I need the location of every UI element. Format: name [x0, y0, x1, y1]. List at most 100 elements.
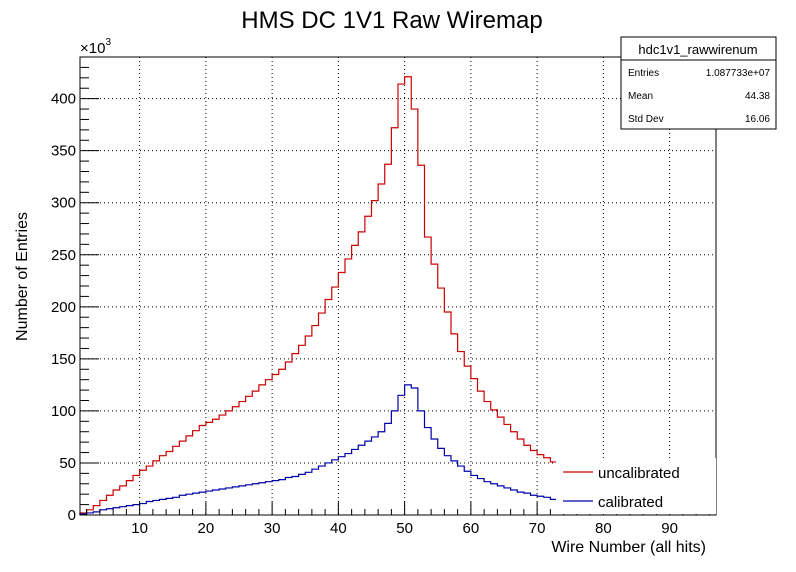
histogram-bin: [444, 312, 451, 515]
histogram-bin: [544, 497, 551, 515]
histogram-bin: [352, 245, 359, 515]
histogram-bin: [378, 184, 385, 515]
histogram-bin: [153, 461, 160, 515]
histogram-bin: [199, 425, 206, 515]
histogram-bin: [444, 456, 451, 515]
histogram-bin: [484, 482, 491, 515]
histogram-bin: [537, 496, 544, 515]
histogram-bin: [524, 493, 531, 515]
histogram-bin: [186, 494, 193, 515]
y-axis: 0 50 100 150 200 250 300 350 400: [51, 66, 99, 524]
y-tick-label: 50: [59, 455, 76, 472]
histogram-bin: [232, 487, 239, 515]
legend-label-uncalibrated: uncalibrated: [598, 465, 680, 482]
histogram-bin: [464, 366, 471, 515]
histogram-bin: [425, 428, 432, 515]
histogram-bin: [272, 374, 279, 515]
histogram-bin: [206, 422, 213, 515]
histogram-bin: [411, 388, 418, 515]
histogram-bin: [133, 505, 140, 515]
histogram-bin: [299, 474, 306, 515]
histogram-bin: [199, 492, 206, 515]
histogram-bin: [358, 445, 365, 515]
histogram-bin: [279, 480, 286, 515]
histogram-bin: [252, 391, 259, 515]
histogram-bin: [239, 402, 246, 515]
x-tick-label: 80: [595, 520, 612, 537]
histogram-bin: [372, 437, 379, 515]
histogram-bin: [146, 466, 153, 515]
x-tick-label: 20: [198, 520, 215, 537]
histogram-bin: [511, 490, 518, 515]
histogram-bin: [206, 491, 213, 515]
y-axis-label: Number of Entries: [14, 212, 31, 341]
histogram-bin: [173, 497, 180, 515]
histogram-bin: [478, 479, 485, 515]
histogram-bin: [391, 128, 398, 515]
histogram-bin: [365, 441, 372, 515]
histogram-bin: [160, 499, 167, 515]
x-tick-label: 50: [396, 520, 413, 537]
histogram-bin: [431, 439, 438, 515]
histogram-bin: [193, 431, 200, 515]
histogram-bin: [458, 466, 465, 515]
histogram-bin: [471, 475, 478, 515]
histogram-bin: [524, 445, 531, 515]
x-axis-label: Wire Number (all hits): [551, 539, 706, 556]
histogram-bin: [153, 500, 160, 515]
histogram-bin: [484, 402, 491, 515]
histogram-bin: [358, 232, 365, 515]
histogram-bin: [100, 510, 107, 515]
histogram-bin: [305, 336, 312, 515]
y-tick-label: 200: [51, 299, 76, 316]
series-calibrated: [79, 384, 557, 515]
legend-label-calibrated: calibrated: [598, 494, 663, 511]
histogram-bin: [378, 432, 385, 515]
histogram-bin: [458, 352, 465, 515]
histogram-bin: [100, 500, 107, 515]
histogram-bin: [120, 486, 127, 515]
histogram-bin: [537, 455, 544, 515]
stats-entries-label: Entries: [628, 68, 659, 79]
y-tick-label: 250: [51, 247, 76, 264]
histogram-bin: [299, 345, 306, 515]
histogram-bin: [312, 469, 319, 515]
histogram-bin: [385, 423, 392, 515]
chart-title: HMS DC 1V1 Raw Wiremap: [241, 7, 542, 34]
x-tick-label: 60: [463, 520, 480, 537]
histogram-bin: [113, 490, 120, 515]
stats-entries-value: 1.087733e+07: [706, 68, 771, 79]
histogram-bin: [107, 495, 114, 515]
histogram-bin: [285, 362, 292, 515]
histogram-bin: [418, 165, 425, 515]
histogram-bin: [504, 488, 511, 515]
histogram-bin: [511, 432, 518, 515]
histogram-bin: [531, 495, 538, 515]
histogram-bin: [332, 287, 339, 515]
histogram-bin: [259, 385, 266, 515]
y-tick-label: 350: [51, 143, 76, 160]
histogram-bin: [332, 460, 339, 515]
histogram-bin: [372, 201, 379, 515]
histogram-line-uncalibrated: [79, 76, 557, 515]
histogram-bin: [292, 354, 299, 515]
y-tick-label: 0: [68, 507, 76, 524]
histogram-bin: [319, 313, 326, 515]
y-multiplier: ×103: [80, 37, 111, 57]
histogram-bin: [385, 164, 392, 515]
histogram-bin: [173, 446, 180, 515]
histogram-bin: [504, 424, 511, 515]
histogram-bin: [266, 380, 273, 515]
histogram-bin: [438, 448, 445, 515]
histogram-bin: [471, 379, 478, 515]
histogram-bin: [166, 498, 173, 515]
histogram-bin: [160, 456, 167, 515]
histogram-bin: [365, 216, 372, 515]
histogram-bin: [259, 483, 266, 515]
histogram-bin: [166, 452, 173, 515]
stats-stddev-label: Std Dev: [628, 114, 664, 125]
histogram-bin: [405, 77, 412, 515]
histogram-bin: [113, 508, 120, 515]
histogram-bin: [107, 509, 114, 515]
histogram-bin: [219, 415, 226, 515]
